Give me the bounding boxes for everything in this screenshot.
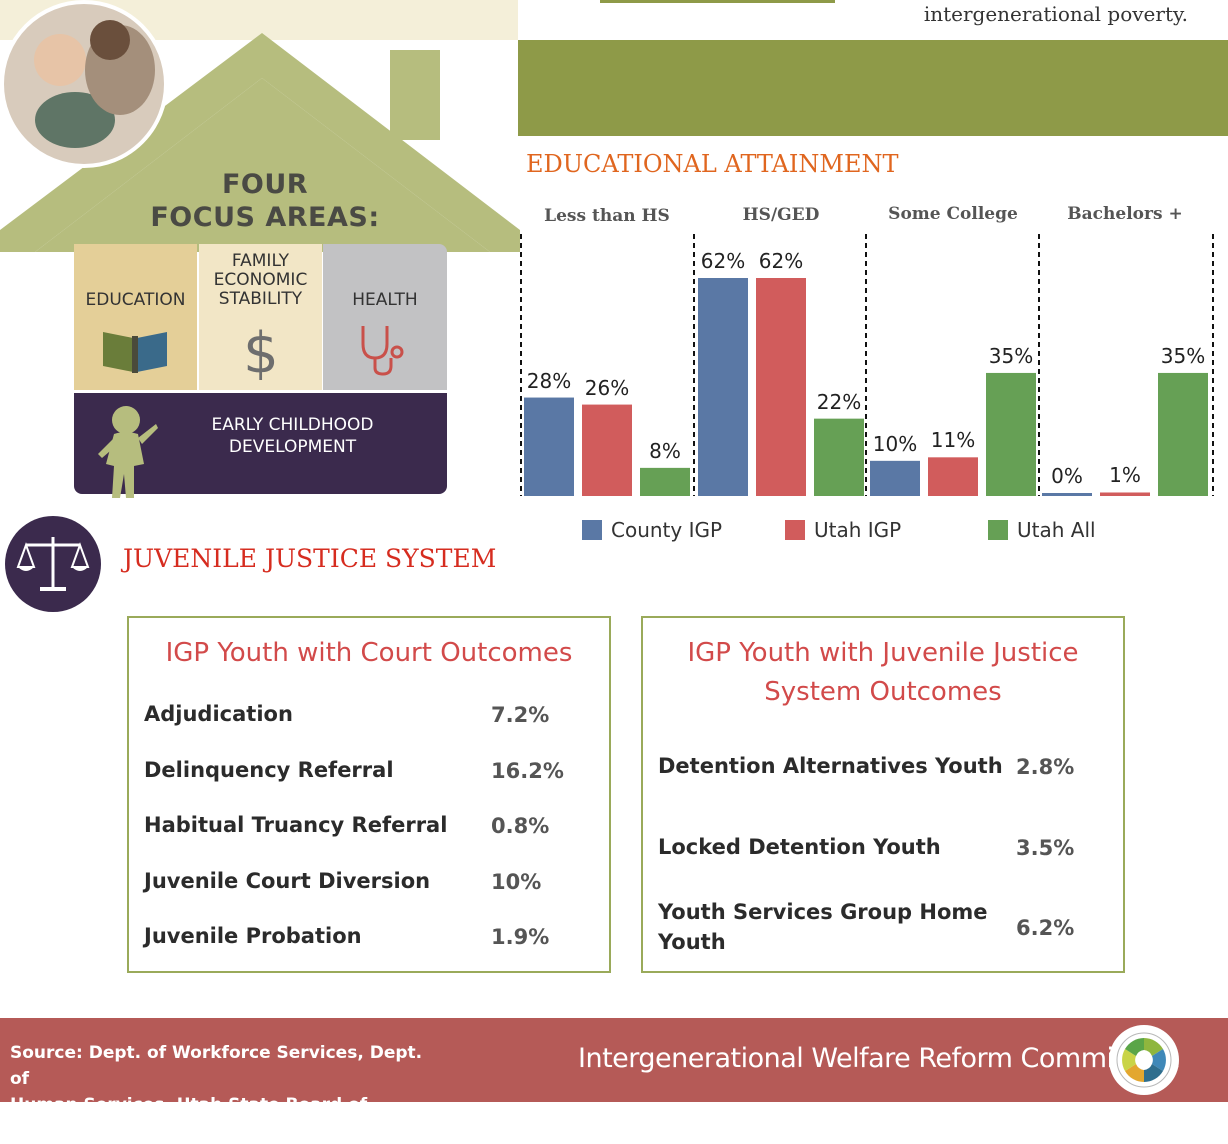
justice-row-label: Detention Alternatives Youth [658,754,1003,778]
court-row-label: Juvenile Court Diversion [144,869,431,893]
justice-row-label-line1: Youth Services Group Home [658,900,988,924]
scales-of-justice-icon [5,516,101,612]
commission-logo [1109,1025,1179,1095]
toddler-icon [98,406,158,498]
legend-utah-all: Utah All [988,518,1096,542]
bar [582,404,632,496]
footer-organization: Intergenerational Welfare Reform Commiss… [578,1043,1181,1074]
court-row-value: 7.2% [491,703,550,727]
house-roof-icon [0,33,520,252]
bar-value-label: 62% [700,249,746,273]
bar [870,460,920,496]
footer-source-line2: Human Services, Utah State Board of Educ… [10,1095,368,1141]
justice-row-value: 6.2% [1016,916,1075,940]
bar-value-label: 11% [930,428,976,453]
justice-panel-title-line2: System Outcomes [764,677,1002,707]
early-label-line1: EARLY CHILDHOOD [211,415,374,435]
category-label: Some College [888,204,1018,224]
bar-value-label: 62% [758,249,804,273]
focus-areas-title: FOUR FOCUS AREAS: [120,168,410,234]
footer-band [0,1018,1228,1102]
court-row-label: Habitual Truancy Referral [144,813,448,837]
book-icon [103,332,167,373]
court-row-label: Adjudication [144,702,293,726]
bar [986,372,1036,496]
bar-value-label: 0% [1051,464,1083,488]
intro-text: intergenerational poverty. [923,2,1188,26]
bar [524,397,574,496]
bar-value-label: 1% [1109,463,1141,488]
footer-source-line1: Source: Dept. of Workforce Services, Dep… [10,1043,423,1089]
bar [1042,493,1092,496]
bar [1100,492,1150,496]
focus-education: EDUCATION [74,244,197,390]
justice-row-value: 2.8% [1016,755,1075,779]
education-bar-chart [520,234,1214,496]
court-row-value: 1.9% [491,925,550,949]
family-photo [0,0,168,168]
court-outcomes-panel: IGP Youth with Court Outcomes Adjudicati… [127,616,611,973]
svg-text:$: $ [243,321,279,380]
health-label: HEALTH [352,290,418,310]
bar-value-label: 35% [988,343,1034,368]
legend-swatch-utah-igp [785,520,805,540]
legend-county-igp: County IGP [582,518,722,542]
legend-label-utah-all: Utah All [1017,518,1096,542]
early-childhood-label: EARLY CHILDHOOD DEVELOPMENT [180,414,405,458]
dollar-icon: $ [243,321,279,380]
bar [814,418,864,496]
court-row-value: 0.8% [491,814,550,838]
category-label: Less than HS [544,206,670,226]
bar-value-label: 35% [1160,343,1206,368]
bar-value-label: 8% [649,438,681,463]
stethoscope-icon [361,326,404,376]
green-banner [518,40,1228,136]
justice-panel-title-line1: IGP Youth with Juvenile Justice [687,638,1079,668]
court-panel-title: IGP Youth with Court Outcomes [165,638,573,668]
court-row-value: 16.2% [491,759,564,783]
footer-source: Source: Dept. of Workforce Services, Dep… [10,1040,430,1144]
chart-title: EDUCATIONAL ATTAINMENT [526,150,899,178]
focus-family-economic: FAMILY ECONOMIC STABILITY $ [199,244,322,390]
family-label-line1: FAMILY [231,251,290,271]
bar-value-label: 26% [584,375,630,400]
justice-panel-title: IGP Youth with Juvenile Justice System O… [643,634,1123,712]
court-row-label: Juvenile Probation [144,924,362,948]
court-row-label: Delinquency Referral [144,758,394,782]
legend-label-county: County IGP [611,518,723,542]
category-label: Bachelors + [1067,204,1183,224]
family-label-line2: ECONOMIC [213,270,308,290]
justice-row-label: Youth Services Group Home Youth [658,897,988,957]
early-label-line2: DEVELOPMENT [228,437,357,457]
justice-row-label: Locked Detention Youth [658,835,941,859]
legend-swatch-utah-all [988,520,1008,540]
justice-row-label-line2: Youth [658,930,726,954]
legend-utah-igp: Utah IGP [785,518,901,542]
education-label: EDUCATION [85,290,186,310]
bar-value-label: 22% [816,389,862,414]
family-label-line3: STABILITY [218,289,303,309]
family-label: FAMILY ECONOMIC STABILITY [199,252,322,309]
bar [756,278,806,496]
bar [640,467,690,496]
category-label: HS/GED [742,205,820,225]
top-divider [600,0,835,3]
justice-row-value: 3.5% [1016,836,1075,860]
bar [928,457,978,496]
focus-health: HEALTH [323,244,447,390]
juvenile-justice-title: JUVENILE JUSTICE SYSTEM [123,544,497,573]
bar-value-label: 10% [872,431,918,456]
legend-label-utah-igp: Utah IGP [814,518,902,542]
bar-value-label: 28% [526,368,572,393]
bar [1158,372,1208,496]
juvenile-justice-outcomes-panel: IGP Youth with Juvenile Justice System O… [641,616,1125,973]
focus-title-line2: FOCUS AREAS: [150,202,380,233]
court-row-value: 10% [491,870,542,894]
bar [698,278,748,496]
focus-title-line1: FOUR [221,169,309,200]
legend-swatch-county [582,520,602,540]
